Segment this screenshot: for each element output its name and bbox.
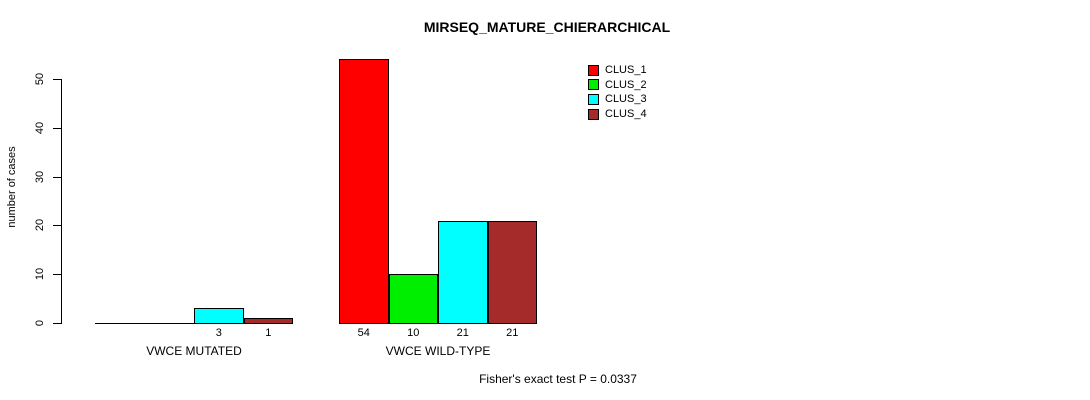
legend-item-clus_2: CLUS_2 bbox=[588, 79, 647, 91]
bar-clus_4 bbox=[243, 318, 293, 324]
legend-item-clus_1: CLUS_1 bbox=[588, 64, 647, 76]
group-label: VWCE MUTATED bbox=[146, 344, 242, 358]
group-label: VWCE WILD-TYPE bbox=[385, 344, 491, 358]
y-axis-tick-label: 10 bbox=[34, 268, 46, 281]
legend-label: CLUS_4 bbox=[605, 108, 647, 121]
y-axis-line bbox=[61, 79, 62, 324]
bar-clus_2 bbox=[388, 274, 438, 324]
legend-swatch bbox=[588, 93, 599, 105]
legend-label: CLUS_1 bbox=[605, 64, 647, 76]
annotation-text: Fisher's exact test P = 0.0337 bbox=[479, 372, 637, 386]
bar-clus_1 bbox=[339, 59, 389, 324]
y-axis-tick-label: 40 bbox=[34, 121, 46, 134]
legend-swatch bbox=[588, 108, 599, 120]
legend-item-clus_3: CLUS_3 bbox=[588, 93, 647, 105]
bar-value-label: 21 bbox=[506, 327, 519, 339]
bar-value-label: 54 bbox=[357, 327, 370, 339]
bar-clus_4 bbox=[487, 220, 537, 324]
y-axis-tick-label: 0 bbox=[34, 319, 46, 327]
bar-value-label: 3 bbox=[215, 327, 222, 339]
y-axis-tick bbox=[53, 176, 61, 178]
y-axis-tick bbox=[53, 79, 61, 80]
legend-label: CLUS_2 bbox=[605, 78, 647, 91]
legend-swatch bbox=[588, 64, 599, 76]
y-axis-tick-label: 30 bbox=[34, 170, 46, 183]
legend-label: CLUS_3 bbox=[605, 93, 647, 106]
bar-value-label: 1 bbox=[265, 327, 272, 339]
bar-value-label: 10 bbox=[407, 327, 420, 339]
bar-clus_3 bbox=[194, 308, 244, 324]
chart-title: MIRSEQ_MATURE_CHIERARCHICAL bbox=[423, 19, 671, 35]
y-axis-tick-label: 50 bbox=[34, 72, 46, 86]
y-axis-tick bbox=[53, 225, 61, 227]
bar-clus_3 bbox=[438, 220, 488, 324]
y-axis-tick bbox=[53, 274, 61, 276]
bar-value-label: 21 bbox=[456, 327, 469, 339]
y-axis-tick-label: 20 bbox=[34, 219, 46, 232]
y-axis-tick bbox=[53, 127, 61, 129]
legend-swatch bbox=[588, 79, 599, 91]
legend-item-clus_4: CLUS_4 bbox=[588, 108, 647, 120]
y-axis-label: number of cases bbox=[6, 146, 18, 228]
y-axis-tick bbox=[53, 323, 61, 324]
